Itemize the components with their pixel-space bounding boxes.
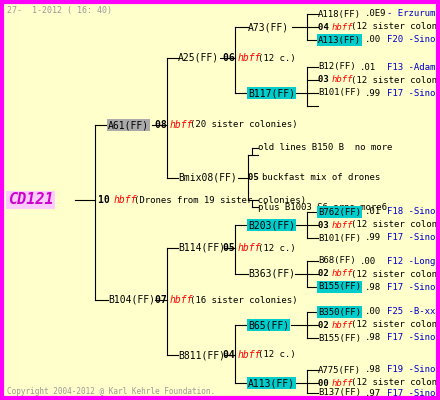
Text: B114(FF): B114(FF) (178, 243, 225, 253)
Text: (12 sister colonies): (12 sister colonies) (351, 76, 440, 84)
Text: hbff: hbff (332, 320, 353, 330)
Text: (12 sister colonies): (12 sister colonies) (351, 320, 440, 330)
Text: F17 -Sinop62R: F17 -Sinop62R (387, 282, 440, 292)
Text: .00: .00 (365, 308, 381, 316)
Text: B155(FF): B155(FF) (318, 282, 361, 292)
Text: (12 sister colonies): (12 sister colonies) (351, 220, 440, 230)
Text: F17 -Sinop62R: F17 -Sinop62R (387, 388, 440, 398)
Text: B101(FF): B101(FF) (318, 88, 361, 98)
Text: hbff: hbff (332, 22, 353, 32)
Text: .0E9: .0E9 (365, 10, 386, 18)
Text: (12 c.): (12 c.) (258, 244, 296, 252)
Text: hbff: hbff (114, 195, 137, 205)
Text: A25(FF): A25(FF) (178, 53, 219, 63)
Text: hbff: hbff (238, 53, 261, 63)
Text: A113(FF): A113(FF) (318, 36, 361, 44)
Text: .98: .98 (365, 282, 381, 292)
Text: Copyright 2004-2012 @ Karl Kehrle Foundation.: Copyright 2004-2012 @ Karl Kehrle Founda… (7, 388, 215, 396)
Text: buckfast mix of drones: buckfast mix of drones (262, 174, 380, 182)
Text: .98: .98 (365, 334, 381, 342)
Text: Bmix08(FF): Bmix08(FF) (178, 173, 237, 183)
Text: hbff: hbff (238, 243, 261, 253)
Text: F13 -Adami75R: F13 -Adami75R (387, 62, 440, 72)
Text: 02: 02 (318, 320, 334, 330)
Text: (12 c.): (12 c.) (258, 350, 296, 360)
Text: plus B1003 S6 arno more6: plus B1003 S6 arno more6 (258, 202, 387, 212)
Text: .00: .00 (360, 256, 376, 266)
Text: - ErzurumEgg86R: - ErzurumEgg86R (387, 10, 440, 18)
Text: (20 sister colonies): (20 sister colonies) (190, 120, 297, 130)
Text: 00: 00 (318, 378, 334, 388)
Text: (Drones from 19 sister colonies): (Drones from 19 sister colonies) (134, 196, 306, 204)
Text: 04: 04 (223, 350, 241, 360)
Text: hbff: hbff (332, 270, 353, 278)
Text: .99: .99 (365, 234, 381, 242)
Text: A61(FF): A61(FF) (108, 120, 149, 130)
Text: .99: .99 (365, 88, 381, 98)
Text: 03: 03 (318, 220, 334, 230)
Text: 06: 06 (223, 53, 241, 63)
Text: F17 -Sinop62R: F17 -Sinop62R (387, 234, 440, 242)
Text: hbff: hbff (332, 220, 353, 230)
Text: B12(FF): B12(FF) (318, 62, 356, 72)
Text: hbff: hbff (170, 295, 194, 305)
Text: B117(FF): B117(FF) (248, 88, 295, 98)
Text: B65(FF): B65(FF) (248, 320, 289, 330)
Text: A73(FF): A73(FF) (248, 22, 289, 32)
Text: old lines B150 B  no more: old lines B150 B no more (258, 144, 392, 152)
Text: F19 -Sinop62R: F19 -Sinop62R (387, 366, 440, 374)
Text: B104(FF): B104(FF) (108, 295, 155, 305)
Text: 05: 05 (248, 174, 264, 182)
Text: A118(FF): A118(FF) (318, 10, 361, 18)
Text: CD121: CD121 (8, 192, 54, 208)
Text: 10: 10 (98, 195, 116, 205)
Text: 27-  1-2012 ( 16: 40): 27- 1-2012 ( 16: 40) (7, 6, 112, 14)
Text: 03: 03 (318, 76, 334, 84)
Text: B203(FF): B203(FF) (248, 220, 295, 230)
Text: 07: 07 (155, 295, 172, 305)
Text: .01: .01 (360, 62, 376, 72)
Text: hbff: hbff (332, 378, 353, 388)
Text: .98: .98 (365, 366, 381, 374)
Text: B101(FF): B101(FF) (318, 234, 361, 242)
Text: (16 sister colonies): (16 sister colonies) (190, 296, 297, 304)
Text: B350(FF): B350(FF) (318, 308, 361, 316)
Text: hbff: hbff (332, 76, 353, 84)
Text: A113(FF): A113(FF) (248, 378, 295, 388)
Text: .97: .97 (365, 388, 381, 398)
Text: hbff: hbff (238, 350, 261, 360)
Text: 05: 05 (223, 243, 241, 253)
Text: B68(FF): B68(FF) (318, 256, 356, 266)
Text: B137(FF): B137(FF) (318, 388, 361, 398)
Text: (12 sister colonies): (12 sister colonies) (351, 22, 440, 32)
Text: 04: 04 (318, 22, 334, 32)
Text: B155(FF): B155(FF) (318, 334, 361, 342)
Text: .00: .00 (365, 36, 381, 44)
Text: (12 sister colonies): (12 sister colonies) (351, 270, 440, 278)
Text: hbff: hbff (170, 120, 194, 130)
Text: B762(FF): B762(FF) (318, 208, 361, 216)
Text: A775(FF): A775(FF) (318, 366, 361, 374)
Text: 08: 08 (155, 120, 172, 130)
Text: F17 -Sinop62R: F17 -Sinop62R (387, 334, 440, 342)
Text: F20 -Sinop62R: F20 -Sinop62R (387, 36, 440, 44)
Text: B363(FF): B363(FF) (248, 269, 295, 279)
Text: (12 c.): (12 c.) (258, 54, 296, 62)
Text: 02: 02 (318, 270, 334, 278)
Text: F17 -Sinop62R: F17 -Sinop62R (387, 88, 440, 98)
Text: F25 -B-xx43: F25 -B-xx43 (387, 308, 440, 316)
Text: .01: .01 (365, 208, 381, 216)
Text: B811(FF): B811(FF) (178, 350, 225, 360)
Text: F12 -Longos77R: F12 -Longos77R (387, 256, 440, 266)
Text: F18 -Sinop62R: F18 -Sinop62R (387, 208, 440, 216)
Text: (12 sister colonies): (12 sister colonies) (351, 378, 440, 388)
